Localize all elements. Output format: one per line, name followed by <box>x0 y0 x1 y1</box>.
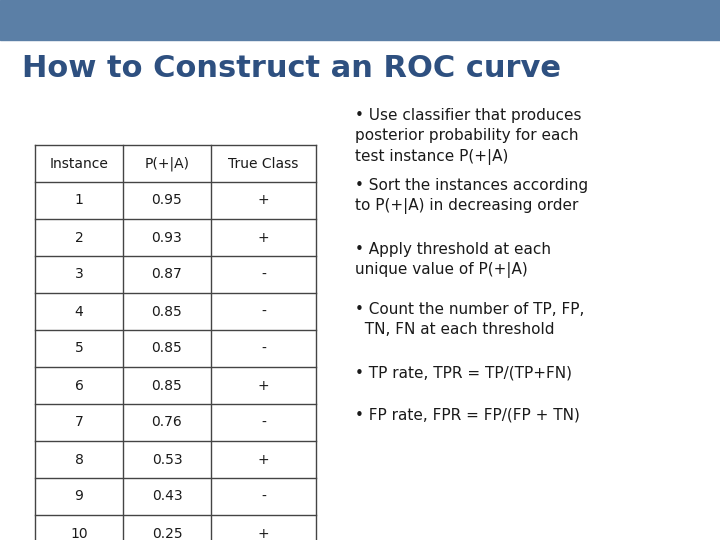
Text: • Apply threshold at each
unique value of P(+|A): • Apply threshold at each unique value o… <box>355 242 551 279</box>
Text: 8: 8 <box>75 453 84 467</box>
Text: 6: 6 <box>75 379 84 393</box>
Text: +: + <box>258 231 269 245</box>
Text: 0.87: 0.87 <box>152 267 182 281</box>
Text: 0.85: 0.85 <box>152 341 182 355</box>
Text: True Class: True Class <box>228 157 299 171</box>
Text: • FP rate, FPR = FP/(FP + TN): • FP rate, FPR = FP/(FP + TN) <box>355 408 580 423</box>
Text: +: + <box>258 193 269 207</box>
Text: 2: 2 <box>75 231 84 245</box>
Text: -: - <box>261 415 266 429</box>
Text: • Count the number of TP, FP,
  TN, FN at each threshold: • Count the number of TP, FP, TN, FN at … <box>355 302 585 338</box>
Text: 0.25: 0.25 <box>152 526 182 540</box>
Text: • Sort the instances according
to P(+|A) in decreasing order: • Sort the instances according to P(+|A)… <box>355 178 588 214</box>
Text: 10: 10 <box>70 526 88 540</box>
Text: 5: 5 <box>75 341 84 355</box>
Text: -: - <box>261 305 266 319</box>
Text: 0.85: 0.85 <box>152 379 182 393</box>
Text: • Use classifier that produces
posterior probability for each
test instance P(+|: • Use classifier that produces posterior… <box>355 108 582 165</box>
Text: 7: 7 <box>75 415 84 429</box>
Text: Instance: Instance <box>50 157 109 171</box>
Text: 0.85: 0.85 <box>152 305 182 319</box>
Text: -: - <box>261 341 266 355</box>
Text: 0.76: 0.76 <box>152 415 182 429</box>
Text: 0.93: 0.93 <box>152 231 182 245</box>
Text: How to Construct an ROC curve: How to Construct an ROC curve <box>22 54 561 83</box>
Text: +: + <box>258 453 269 467</box>
Bar <box>0 0 720 40</box>
Text: 1: 1 <box>75 193 84 207</box>
Text: 9: 9 <box>75 489 84 503</box>
Text: 0.95: 0.95 <box>152 193 182 207</box>
Text: 0.53: 0.53 <box>152 453 182 467</box>
Text: -: - <box>261 267 266 281</box>
Text: +: + <box>258 526 269 540</box>
Text: 4: 4 <box>75 305 84 319</box>
Text: +: + <box>258 379 269 393</box>
Text: 0.43: 0.43 <box>152 489 182 503</box>
Text: -: - <box>261 489 266 503</box>
Text: • TP rate, TPR = TP/(TP+FN): • TP rate, TPR = TP/(TP+FN) <box>355 366 572 381</box>
Text: 3: 3 <box>75 267 84 281</box>
Text: P(+|A): P(+|A) <box>145 156 189 171</box>
